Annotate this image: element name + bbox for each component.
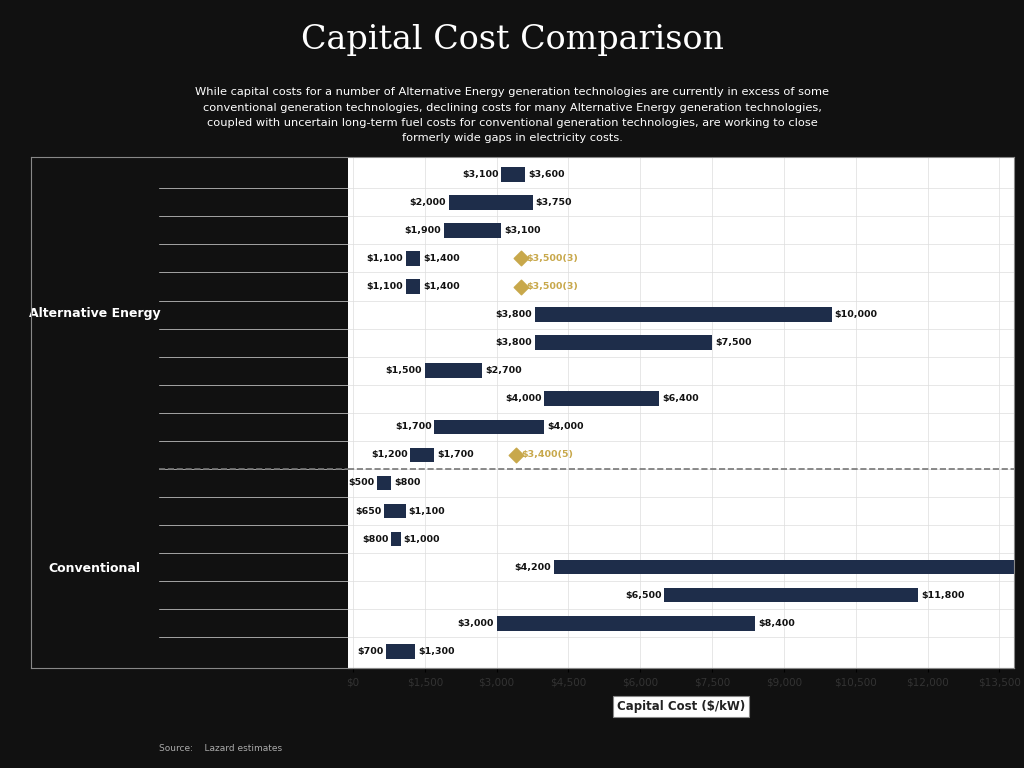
Bar <box>449 195 532 210</box>
Text: Fuel Cell: Fuel Cell <box>302 338 342 347</box>
Text: Conventional: Conventional <box>49 562 140 575</box>
Text: $1,400: $1,400 <box>423 254 460 263</box>
Text: Capital Cost ($/kW): Capital Cost ($/kW) <box>616 700 745 713</box>
Text: IGCC (6): IGCC (6) <box>303 563 342 571</box>
Text: $3,750: $3,750 <box>536 198 571 207</box>
Text: $1,100: $1,100 <box>367 254 402 263</box>
Text: Solar PV—Rooftop Residential: Solar PV—Rooftop Residential <box>202 170 342 179</box>
Bar <box>554 560 1024 574</box>
Text: $3,800: $3,800 <box>496 310 532 319</box>
Text: $1,700: $1,700 <box>395 422 431 432</box>
Text: Alternative Energy: Alternative Energy <box>29 307 161 320</box>
Text: Microturbine: Microturbine <box>283 366 342 376</box>
Bar <box>444 223 502 238</box>
Text: Solar Thermal Tower with Storage (2): Solar Thermal Tower with Storage (2) <box>166 310 342 319</box>
Text: Source:    Lazard estimates: Source: Lazard estimates <box>159 743 282 753</box>
Text: Natural Gas Reciprocating Engine: Natural Gas Reciprocating Engine <box>183 507 342 515</box>
Text: $1,100: $1,100 <box>367 282 402 291</box>
Text: $3,100: $3,100 <box>504 226 541 235</box>
Text: Solar PV—Thin Film Utility Scale (1): Solar PV—Thin Film Utility Scale (1) <box>175 282 342 291</box>
Text: Diesel Reciprocating Engine: Diesel Reciprocating Engine <box>210 478 342 488</box>
Text: $3,400(5): $3,400(5) <box>521 450 573 459</box>
Text: Biomass Direct: Biomass Direct <box>271 422 342 432</box>
Text: Solar PV—Rooftop C&I: Solar PV—Rooftop C&I <box>238 198 342 207</box>
Text: Capital Cost Comparison: Capital Cost Comparison <box>301 25 723 56</box>
Text: Coal (8): Coal (8) <box>305 619 342 627</box>
Text: $8,400: $8,400 <box>758 619 795 627</box>
Text: $3,000: $3,000 <box>458 619 494 627</box>
Text: $1,400: $1,400 <box>423 282 460 291</box>
Bar <box>386 644 415 659</box>
Text: $1,300: $1,300 <box>418 647 455 656</box>
Text: $1,500: $1,500 <box>385 366 422 376</box>
Point <box>512 280 528 293</box>
Bar <box>502 167 525 181</box>
Bar <box>535 307 831 322</box>
Text: $3,800: $3,800 <box>496 338 532 347</box>
Text: $500: $500 <box>348 478 374 488</box>
Bar <box>434 419 545 434</box>
Text: $1,000: $1,000 <box>403 535 440 544</box>
Text: $4,200: $4,200 <box>515 563 551 571</box>
Text: $6,400: $6,400 <box>663 394 699 403</box>
Text: $1,700: $1,700 <box>437 450 474 459</box>
Text: Geothermal: Geothermal <box>287 394 342 403</box>
Text: Gas Peaking: Gas Peaking <box>284 535 342 544</box>
Bar <box>535 336 712 350</box>
Bar <box>384 504 406 518</box>
Text: $4,000: $4,000 <box>548 422 584 432</box>
Text: $11,800: $11,800 <box>921 591 965 600</box>
Bar <box>406 251 420 266</box>
Text: $1,200: $1,200 <box>371 450 408 459</box>
Text: $700: $700 <box>357 647 384 656</box>
Bar <box>391 531 400 546</box>
Text: Wind: Wind <box>318 450 342 459</box>
Point <box>512 253 528 265</box>
Text: $7,500: $7,500 <box>715 338 752 347</box>
Text: $4,000: $4,000 <box>505 394 542 403</box>
Text: Gas Combined Cycle: Gas Combined Cycle <box>245 647 342 656</box>
Text: $1,900: $1,900 <box>404 226 441 235</box>
Bar <box>411 448 434 462</box>
Text: Solar PV—Community: Solar PV—Community <box>239 226 342 235</box>
Text: $6,500: $6,500 <box>625 591 662 600</box>
Text: While capital costs for a number of Alternative Energy generation technologies a: While capital costs for a number of Alte… <box>195 88 829 143</box>
Text: $3,600: $3,600 <box>528 170 564 179</box>
Text: $800: $800 <box>394 478 421 488</box>
Text: $10,000: $10,000 <box>835 310 878 319</box>
Text: $650: $650 <box>355 507 381 515</box>
Text: $3,500(3): $3,500(3) <box>525 282 578 291</box>
Text: $800: $800 <box>362 535 388 544</box>
Bar <box>497 616 755 631</box>
Text: $3,500(3): $3,500(3) <box>525 254 578 263</box>
Bar <box>665 588 918 602</box>
Bar <box>406 280 420 294</box>
Text: $2,000: $2,000 <box>410 198 445 207</box>
Bar <box>425 363 482 378</box>
Point <box>508 449 524 461</box>
Text: Nuclear (7): Nuclear (7) <box>290 591 342 600</box>
Bar <box>377 475 391 490</box>
Text: $2,700: $2,700 <box>485 366 522 376</box>
Text: $1,100: $1,100 <box>409 507 445 515</box>
Text: Solar PV—Crystalline Utility Scale (1): Solar PV—Crystalline Utility Scale (1) <box>167 254 342 263</box>
Text: $3,100: $3,100 <box>462 170 499 179</box>
Bar <box>545 392 659 406</box>
